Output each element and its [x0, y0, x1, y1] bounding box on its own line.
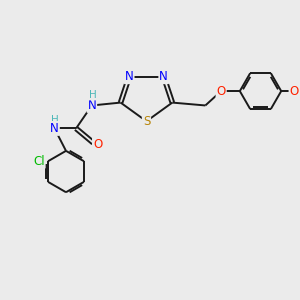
- Text: O: O: [217, 85, 226, 98]
- Text: Cl: Cl: [33, 155, 45, 168]
- Text: N: N: [159, 70, 168, 83]
- Text: H: H: [89, 89, 97, 100]
- Text: N: N: [88, 99, 96, 112]
- Text: N: N: [125, 70, 134, 83]
- Text: H: H: [51, 115, 58, 125]
- Text: S: S: [143, 115, 150, 128]
- Text: O: O: [290, 85, 299, 98]
- Text: O: O: [93, 138, 102, 151]
- Text: N: N: [50, 122, 59, 135]
